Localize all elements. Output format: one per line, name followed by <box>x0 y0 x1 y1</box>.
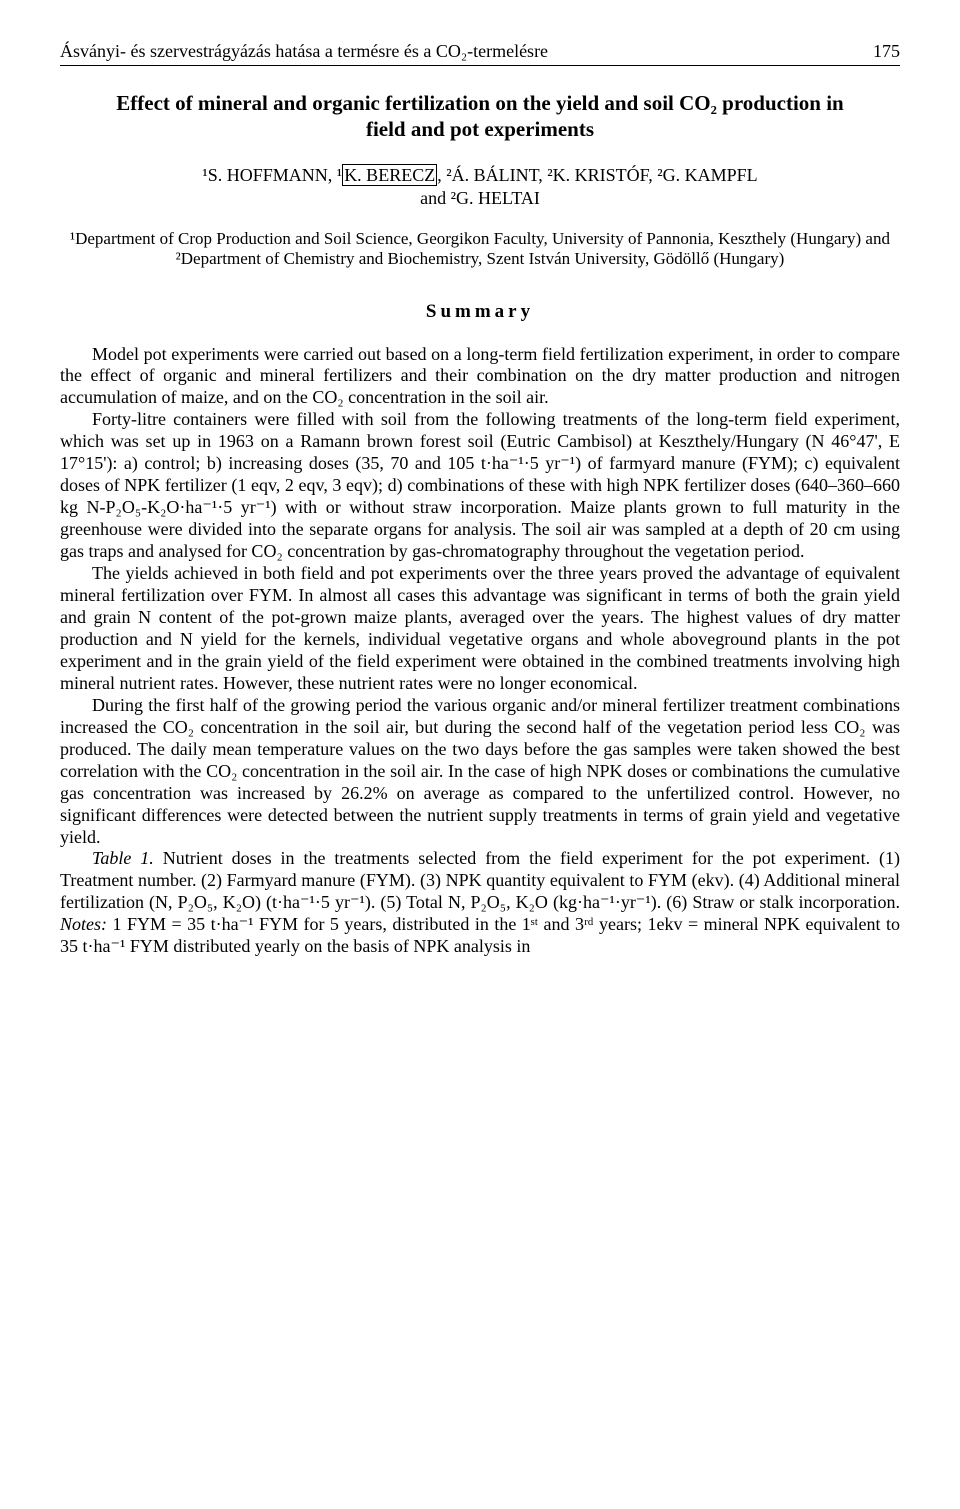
running-title: Ásványi- és szervestrágyázás hatása a te… <box>60 40 548 63</box>
article-title: Effect of mineral and organic fertilizat… <box>100 90 860 143</box>
notes-text: 1 FYM = 35 t·ha⁻¹ FYM for 5 years, distr… <box>60 914 900 956</box>
author-boxed: K. BERECZ <box>342 164 437 186</box>
author-block: ¹S. HOFFMANN, ¹K. BERECZ, ²Á. BÁLINT, ²K… <box>60 164 900 209</box>
paragraph-5: Table 1. Nutrient doses in the treatment… <box>60 848 900 958</box>
affiliation: ¹Department of Crop Production and Soil … <box>70 229 890 270</box>
paragraph-3: The yields achieved in both field and po… <box>60 563 900 695</box>
paragraph-2: Forty-litre containers were filled with … <box>60 409 900 563</box>
page-number: 175 <box>873 40 900 63</box>
authors-line2: and ²G. HELTAI <box>420 188 540 208</box>
paragraph-1: Model pot experiments were carried out b… <box>60 344 900 410</box>
running-header: Ásványi- és szervestrágyázás hatása a te… <box>60 40 900 66</box>
authors-prefix: ¹S. HOFFMANN, ¹ <box>202 165 342 185</box>
summary-heading: Summary <box>60 300 900 324</box>
authors-suffix: , ²Á. BÁLINT, ²K. KRISTÓF, ²G. KAMPFL <box>437 165 757 185</box>
body-text: Model pot experiments were carried out b… <box>60 344 900 959</box>
paragraph-4: During the first half of the growing per… <box>60 695 900 849</box>
table-label: Table 1. <box>92 848 154 868</box>
notes-label: Notes: <box>60 914 107 934</box>
table-caption: Nutrient doses in the treatments selecte… <box>60 848 900 912</box>
